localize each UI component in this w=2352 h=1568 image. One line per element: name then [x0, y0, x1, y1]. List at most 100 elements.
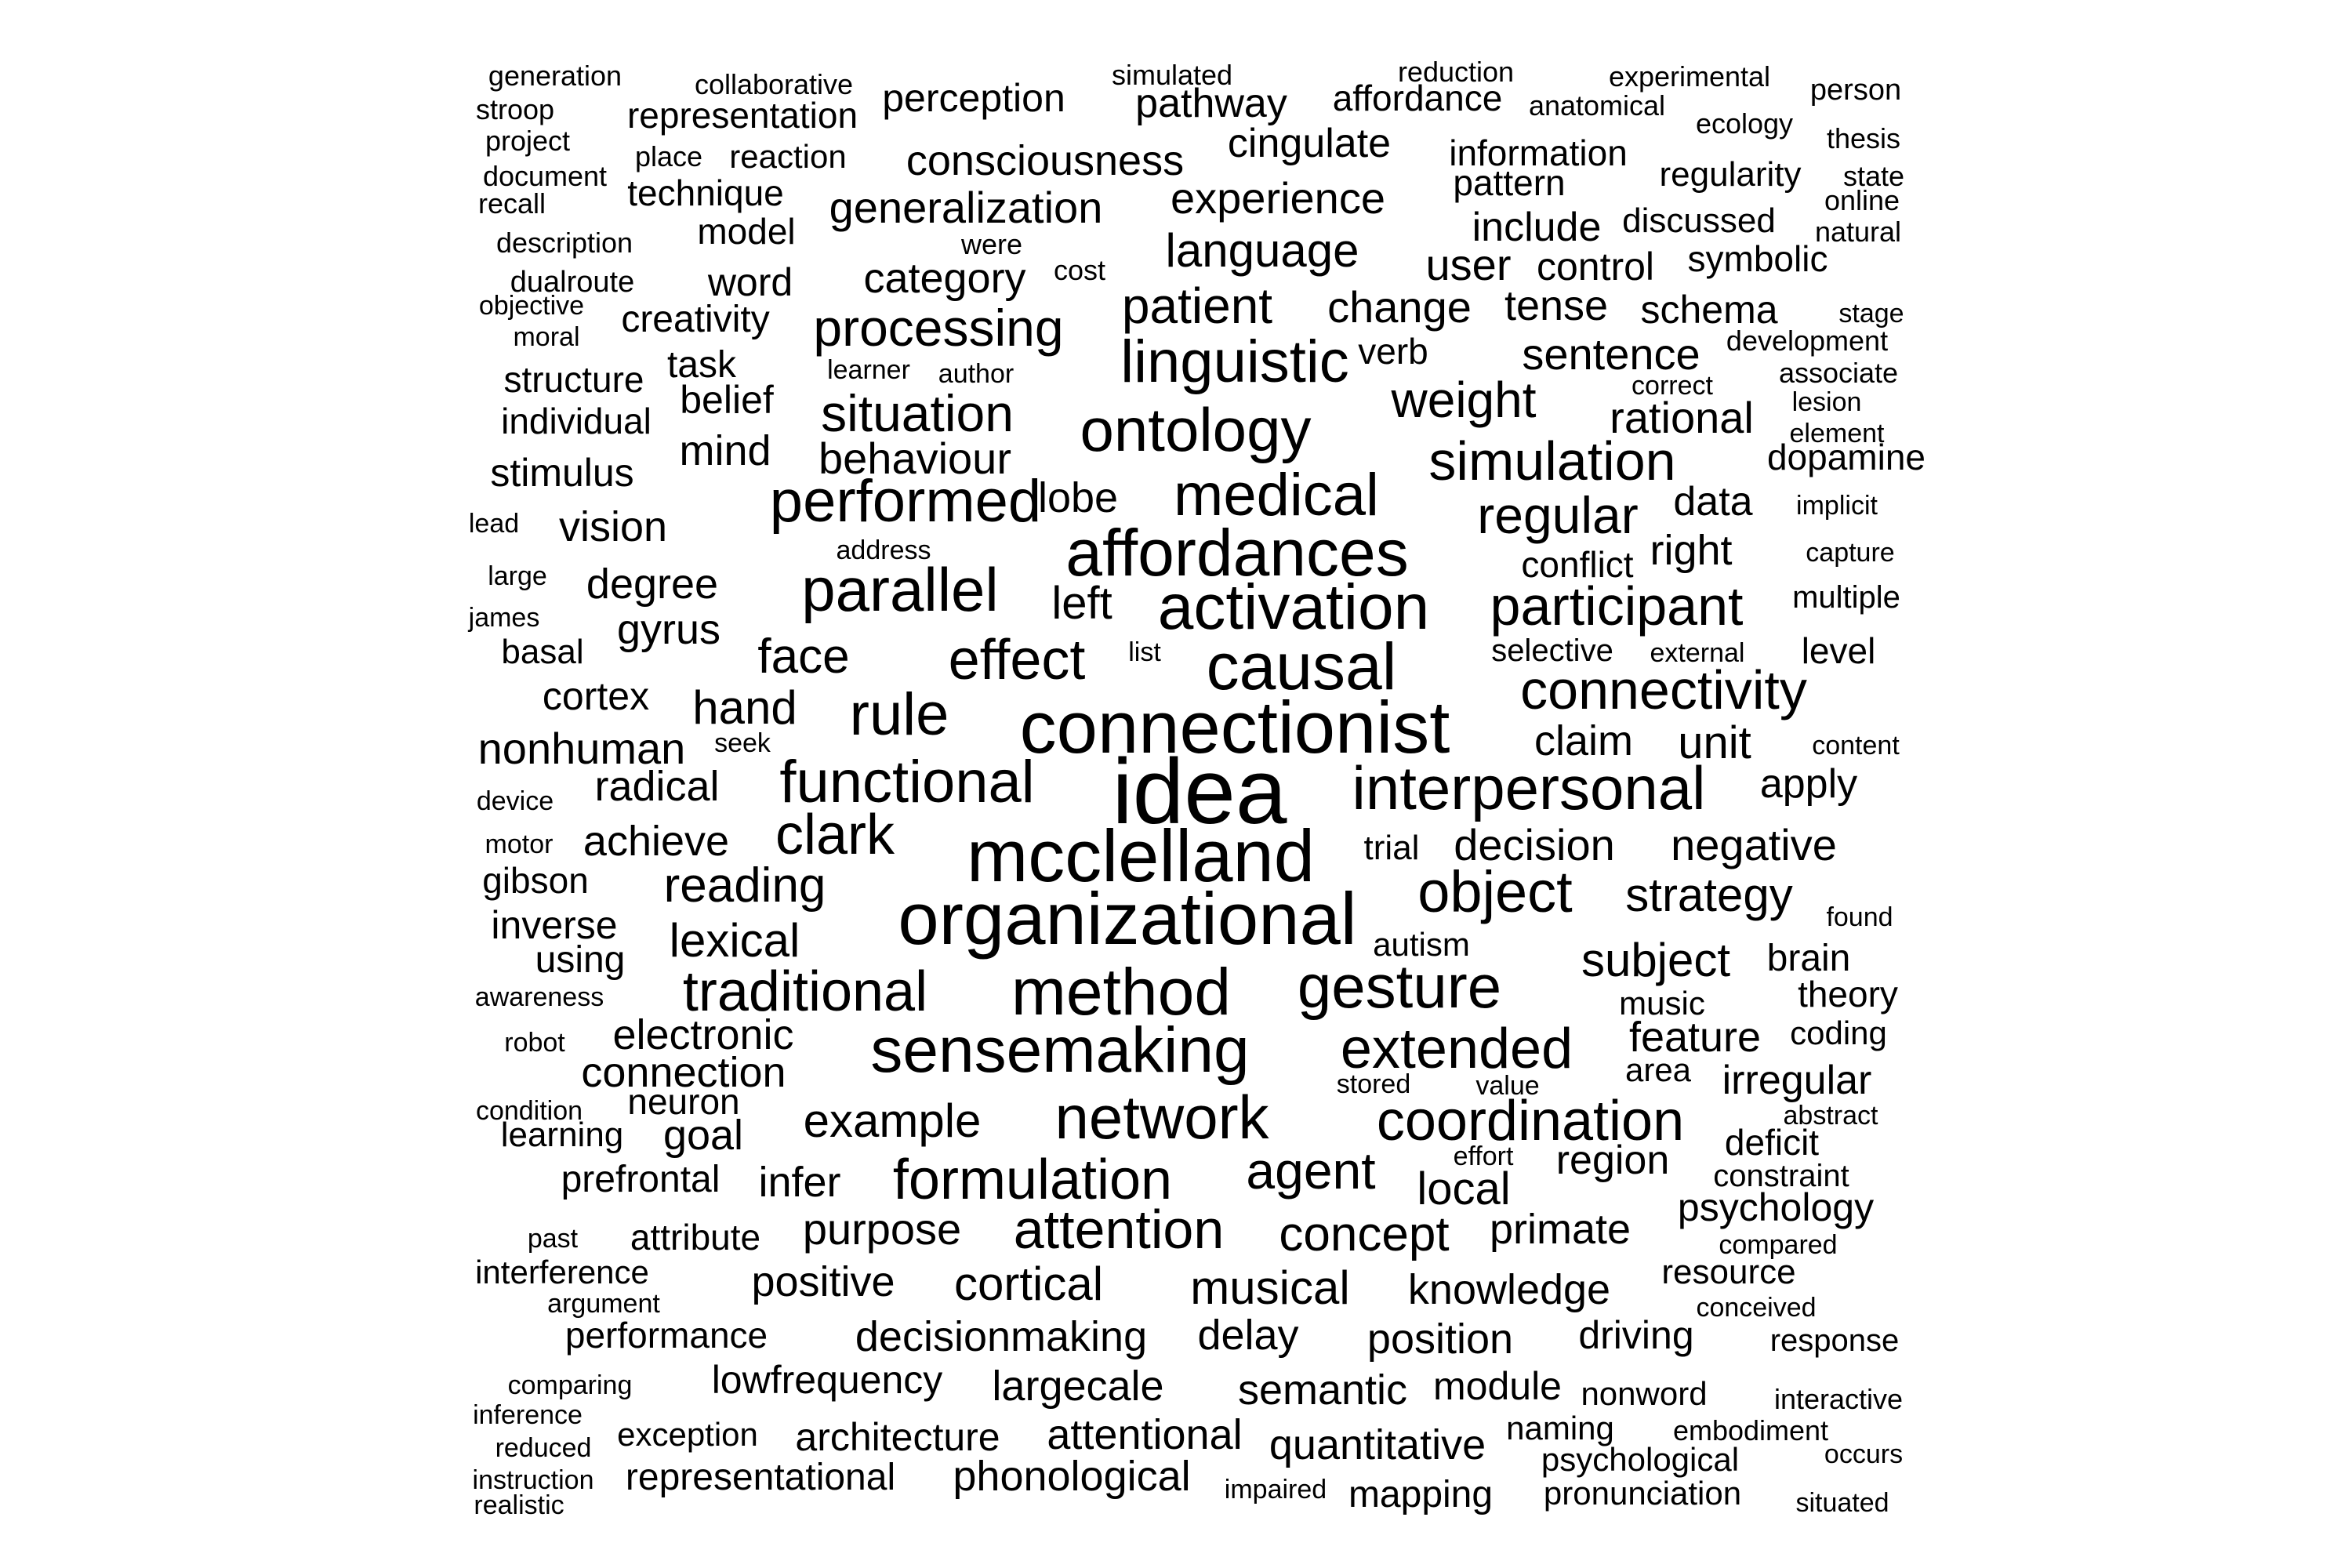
- word-state: state: [1842, 160, 1905, 192]
- word-robot: robot: [504, 1028, 565, 1058]
- word-place: place: [634, 140, 703, 172]
- word-agent: agent: [1246, 1142, 1376, 1200]
- word-processing: processing: [813, 299, 1064, 357]
- word-belief: belief: [680, 378, 774, 422]
- word-cingulate: cingulate: [1227, 121, 1392, 166]
- word-james: james: [468, 603, 540, 633]
- word-brain: brain: [1766, 938, 1851, 979]
- word-autism: autism: [1373, 926, 1470, 963]
- word-sentence: sentence: [1522, 329, 1700, 379]
- word-radical: radical: [594, 763, 720, 810]
- word-claim: claim: [1534, 717, 1634, 764]
- word-participant: participant: [1490, 575, 1744, 637]
- word-using: using: [535, 939, 626, 981]
- word-content: content: [1812, 731, 1900, 760]
- word-moral: moral: [513, 322, 580, 352]
- word-music: music: [1619, 985, 1705, 1022]
- word-deficit: deficit: [1724, 1122, 1820, 1163]
- word-ontology: ontology: [1080, 395, 1312, 464]
- word-anatomical: anatomical: [1528, 89, 1666, 122]
- word-performed: performed: [769, 468, 1042, 535]
- word-feature: feature: [1628, 1014, 1762, 1061]
- word-collaborative: collaborative: [694, 68, 854, 100]
- word-were: were: [960, 228, 1023, 260]
- word-negative: negative: [1671, 820, 1837, 869]
- word-constraint: constraint: [1713, 1159, 1849, 1193]
- word-region: region: [1555, 1138, 1670, 1183]
- word-reduced: reduced: [495, 1433, 592, 1463]
- word-module: module: [1433, 1364, 1562, 1408]
- word-exception: exception: [617, 1416, 758, 1453]
- word-psychology: psychology: [1677, 1185, 1875, 1229]
- word-affordances: affordances: [1065, 516, 1409, 590]
- word-lowfrequency: lowfrequency: [711, 1358, 943, 1402]
- word-project: project: [485, 125, 571, 157]
- word-interference: interference: [475, 1254, 649, 1290]
- word-person: person: [1809, 74, 1902, 107]
- word-cost: cost: [1053, 254, 1106, 286]
- word-associate: associate: [1778, 357, 1899, 389]
- word-nonhuman: nonhuman: [477, 724, 686, 773]
- word-decision: decision: [1454, 820, 1615, 869]
- word-mind: mind: [679, 427, 771, 474]
- word-neuron: neuron: [627, 1081, 740, 1122]
- word-decisionmaking: decisionmaking: [855, 1313, 1148, 1360]
- word-abstract: abstract: [1783, 1101, 1878, 1131]
- word-attention: attention: [1013, 1199, 1225, 1260]
- word-cortex: cortex: [542, 674, 650, 718]
- word-online: online: [1824, 184, 1900, 216]
- word-psychological: psychological: [1541, 1441, 1740, 1478]
- word-attribute: attribute: [630, 1217, 761, 1258]
- word-conceived: conceived: [1696, 1293, 1817, 1323]
- word-seek: seek: [714, 728, 771, 758]
- word-argument: argument: [547, 1289, 660, 1319]
- word-situation: situation: [821, 384, 1014, 442]
- word-delay: delay: [1197, 1312, 1299, 1359]
- word-dopamine: dopamine: [1766, 437, 1926, 477]
- word-regular: regular: [1477, 486, 1639, 544]
- word-thesis: thesis: [1826, 122, 1901, 154]
- word-purpose: purpose: [802, 1204, 962, 1254]
- word-right: right: [1650, 527, 1733, 574]
- word-traditional: traditional: [682, 960, 928, 1023]
- word-formulation: formulation: [892, 1149, 1173, 1211]
- word-generalization: generalization: [829, 183, 1103, 232]
- word-data: data: [1673, 479, 1753, 524]
- word-medical: medical: [1174, 462, 1379, 528]
- word-device: device: [476, 786, 554, 816]
- word-theory: theory: [1798, 974, 1898, 1014]
- word-motor: motor: [485, 829, 554, 859]
- word-resource: resource: [1661, 1253, 1796, 1291]
- word-vision: vision: [558, 503, 668, 550]
- word-comparing: comparing: [507, 1370, 633, 1400]
- word-multiple: multiple: [1792, 580, 1900, 615]
- word-tense: tense: [1504, 282, 1609, 329]
- word-effect: effect: [948, 629, 1086, 691]
- word-face: face: [757, 630, 850, 684]
- word-control: control: [1536, 245, 1655, 289]
- word-dualroute: dualroute: [510, 266, 635, 299]
- word-address: address: [836, 535, 931, 565]
- word-implicit: implicit: [1796, 491, 1878, 521]
- word-effort: effort: [1453, 1142, 1514, 1171]
- word-symbolic: symbolic: [1687, 238, 1828, 279]
- word-reaction: reaction: [729, 138, 847, 175]
- word-positive: positive: [751, 1258, 895, 1305]
- word-goal: goal: [662, 1112, 744, 1159]
- word-condition: condition: [475, 1096, 583, 1126]
- word-stored: stored: [1336, 1069, 1411, 1099]
- word-ecology: ecology: [1695, 107, 1794, 140]
- word-stroop: stroop: [475, 93, 555, 125]
- word-naming: naming: [1506, 1410, 1614, 1446]
- word-idea: idea: [1112, 740, 1287, 844]
- word-example: example: [803, 1094, 982, 1147]
- word-weight: weight: [1391, 372, 1537, 428]
- word-perception: perception: [882, 76, 1065, 120]
- word-network: network: [1054, 1083, 1269, 1152]
- word-include: include: [1472, 205, 1602, 250]
- word-behaviour: behaviour: [818, 434, 1011, 483]
- word-generation: generation: [488, 60, 622, 92]
- word-prefrontal: prefrontal: [561, 1159, 720, 1200]
- word-coordination: coordination: [1376, 1090, 1685, 1152]
- word-linguistic: linguistic: [1120, 328, 1349, 395]
